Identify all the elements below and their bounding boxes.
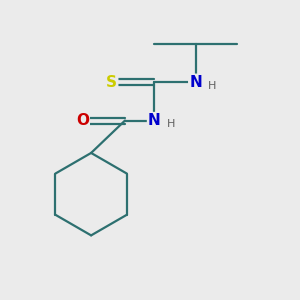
Text: N: N [148,113,161,128]
Text: H: H [167,119,175,129]
Text: H: H [208,81,216,91]
Text: O: O [76,113,89,128]
Text: S: S [106,75,117,90]
Text: N: N [189,75,202,90]
